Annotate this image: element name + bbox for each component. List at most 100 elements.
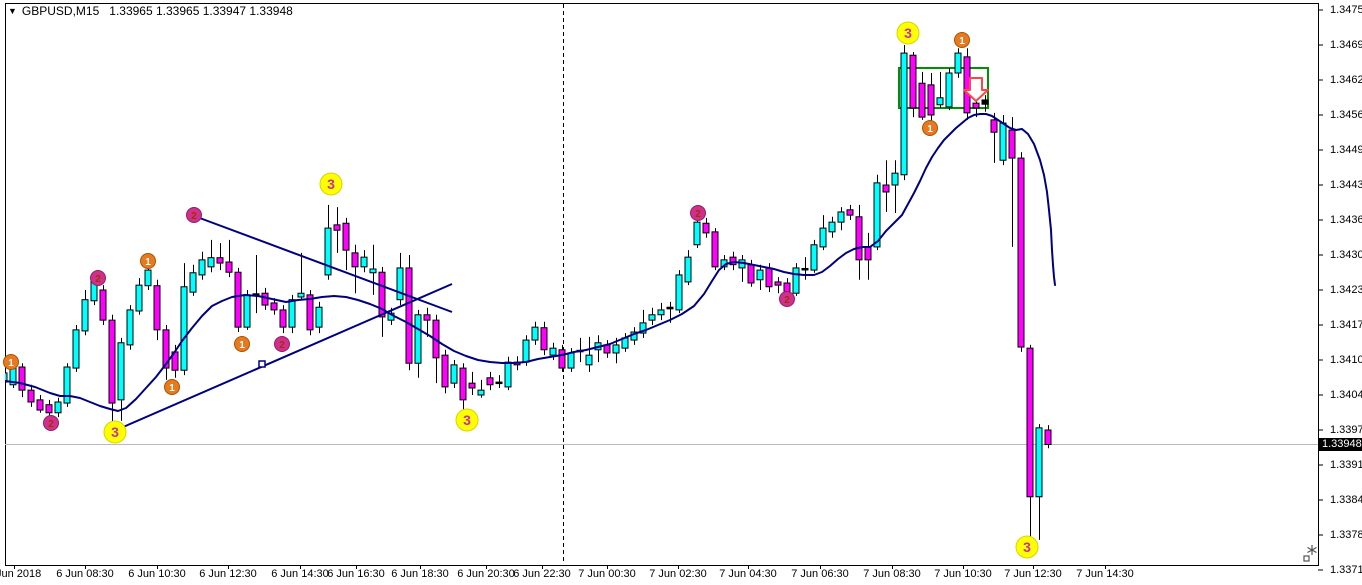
candle-doji: [252, 255, 260, 314]
wave-marker-2[interactable]: 2: [43, 415, 59, 431]
wave-marker-3[interactable]: 3: [455, 408, 479, 432]
candle-down: [342, 217, 350, 271]
time-axis-label: 6 Jun 10:30: [128, 568, 186, 580]
wave-marker-1[interactable]: 1: [164, 379, 180, 395]
scale-fix-icon[interactable]: [1303, 545, 1317, 562]
rectangle-object[interactable]: [898, 67, 989, 109]
candle-down: [918, 71, 926, 120]
price-axis-label: 1.34430: [1330, 179, 1362, 191]
svg-text:2: 2: [695, 209, 701, 220]
candle-down: [486, 371, 494, 391]
candle-down: [279, 305, 287, 334]
candle-up: [675, 270, 683, 314]
candle-up: [369, 244, 377, 295]
wave-marker-1[interactable]: 1: [954, 32, 970, 48]
candle-down: [378, 266, 386, 337]
svg-text:1: 1: [959, 36, 965, 47]
wave-marker-1[interactable]: 1: [922, 120, 938, 136]
symbol-dropdown-icon[interactable]: ▼: [8, 6, 17, 16]
sell-arrow-object[interactable]: [963, 77, 989, 102]
chart-frame: [5, 3, 1319, 566]
price-axis-label: 1.33715: [1330, 564, 1362, 576]
wave-marker-2[interactable]: 2: [779, 291, 795, 307]
candle-down: [162, 325, 170, 380]
candle-up: [873, 174, 881, 251]
price-axis-label: 1.34300: [1330, 249, 1362, 261]
wave-marker-2[interactable]: 2: [186, 207, 202, 223]
wave-marker-2[interactable]: 2: [90, 270, 106, 286]
candle-up: [81, 290, 89, 336]
wave-marker-2[interactable]: 2: [690, 205, 706, 221]
wave-marker-3[interactable]: 3: [319, 172, 343, 196]
candle-up: [585, 336, 593, 372]
svg-text:2: 2: [95, 274, 101, 285]
wave-marker-1[interactable]: 1: [3, 354, 19, 370]
candle-up: [63, 363, 71, 407]
candle-up: [792, 263, 800, 296]
candle-down: [702, 217, 710, 238]
candle-down: [216, 243, 224, 271]
trendline-handle[interactable]: [258, 360, 266, 368]
candle-down: [99, 285, 107, 325]
candle-up: [297, 252, 305, 300]
candle-up: [693, 217, 701, 248]
time-axis[interactable]: 6 Jun 2018 6 Jun 08:30 6 Jun 10:30 6 Jun 12…: [0, 566, 1362, 585]
candle-down: [441, 349, 449, 394]
candle-down: [18, 363, 26, 398]
candle-down: [234, 267, 242, 332]
time-axis-label: 6 Jun 20:30: [457, 568, 515, 580]
candle-up: [630, 327, 638, 345]
price-axis-label: 1.33780: [1330, 529, 1362, 541]
time-axis-label: 7 Jun 10:30: [934, 568, 992, 580]
candle-doji: [495, 375, 503, 388]
candle-up: [756, 264, 764, 290]
candle-up: [315, 301, 323, 334]
candle-down: [36, 395, 44, 413]
moving-average-line: [5, 113, 1056, 412]
time-axis-label: 7 Jun 00:30: [578, 568, 636, 580]
wave-marker-1[interactable]: 1: [234, 336, 250, 352]
ascending-trendline[interactable]: [113, 283, 453, 432]
candle-up: [810, 239, 818, 273]
svg-text:2: 2: [784, 295, 790, 306]
svg-text:1: 1: [169, 383, 175, 394]
price-axis-label: 1.34560: [1330, 109, 1362, 121]
wave-marker-3[interactable]: 3: [1015, 535, 1039, 559]
wave-marker-2[interactable]: 2: [274, 336, 290, 352]
candle-down: [558, 344, 566, 372]
candle-down: [927, 73, 935, 124]
candle-up: [414, 309, 422, 378]
time-axis-label: 6 Jun 14:30: [271, 568, 329, 580]
candle-down: [468, 371, 476, 395]
time-axis-label: 6 Jun 18:30: [391, 568, 449, 580]
time-axis-label: 7 Jun 04:30: [719, 568, 777, 580]
candle-down: [1044, 425, 1052, 449]
candle-up: [207, 239, 215, 273]
time-axis-label: 6 Jun 2018: [0, 568, 42, 580]
price-axis-label: 1.33845: [1330, 494, 1362, 506]
price-axis[interactable]: 1.34755 1.34690 1.34625 1.34560 1.34495 1.344…: [1328, 0, 1362, 585]
candle-up: [936, 71, 944, 108]
svg-text:3: 3: [904, 25, 912, 41]
candle-down: [1008, 117, 1016, 247]
quote-values: 1.33965 1.33965 1.33947 1.33948: [109, 4, 293, 18]
candle-down: [45, 399, 53, 418]
wave-marker-1[interactable]: 1: [140, 253, 156, 269]
descending-trendline[interactable]: [196, 216, 453, 313]
wave-marker-3[interactable]: 3: [103, 420, 127, 444]
candle-up: [738, 255, 746, 282]
time-axis-label: 6 Jun 22:30: [513, 568, 571, 580]
candle-up: [531, 321, 539, 345]
candle-up: [639, 309, 647, 338]
candle-up: [657, 302, 665, 321]
candle-down: [108, 314, 116, 426]
candle-up: [819, 215, 827, 251]
candle-up: [504, 356, 512, 391]
price-axis-label: 1.34040: [1330, 389, 1362, 401]
candle-doji: [801, 257, 809, 280]
wave-marker-3[interactable]: 3: [896, 21, 920, 45]
candle-up: [837, 207, 845, 231]
price-axis-label: 1.33910: [1330, 459, 1362, 471]
price-axis-label: 1.34495: [1330, 144, 1362, 156]
